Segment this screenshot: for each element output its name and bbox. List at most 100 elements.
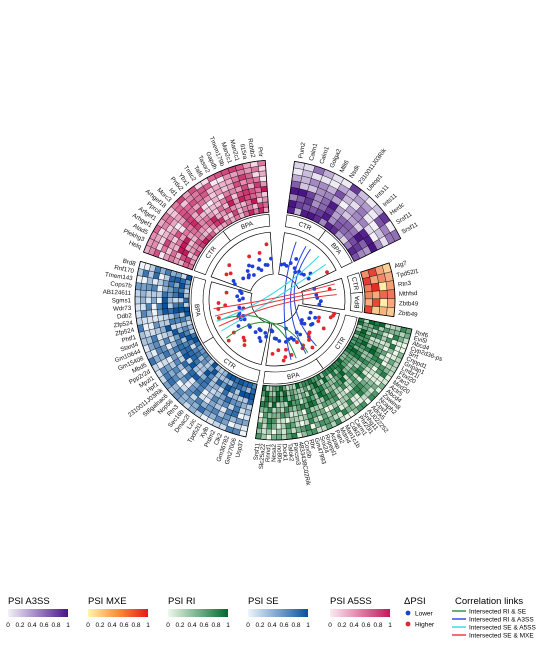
delta-psi-higher-dot: [307, 338, 311, 342]
heatmap-sector-mxe: [360, 262, 396, 318]
legend-links-title: Correlation links: [455, 596, 523, 607]
delta-psi-lower-dot: [294, 257, 299, 261]
legend-tick-label: 0.4: [267, 622, 276, 629]
gene-label: Rnf6: [414, 330, 429, 340]
heatmap-cell: [140, 296, 147, 304]
heatmap-cell: [271, 401, 277, 408]
delta-psi-higher-dot: [241, 335, 246, 340]
heatmap-cell: [276, 412, 281, 419]
delta-psi-higher-dot: [223, 303, 228, 308]
heatmap-cell: [178, 307, 185, 313]
delta-psi-lower-dot: [241, 276, 246, 281]
delta-psi-higher-dot: [281, 358, 286, 363]
heatmap-cell: [258, 170, 267, 177]
delta-psi-lower-dot: [298, 332, 303, 337]
legend-a3ss-title: PSI A3SS: [8, 596, 50, 607]
gene-label: Tafok2: [286, 443, 295, 462]
heatmap-cell: [140, 303, 147, 311]
heatmap-cell: [261, 191, 268, 198]
delta-psi-higher-dot: [228, 271, 233, 276]
delta-psi-lower-dot: [272, 336, 277, 341]
gene-label: Slc25a22: [258, 443, 267, 470]
heatmap-cell: [145, 303, 152, 311]
heatmap-cell: [161, 297, 168, 304]
delta-psi-track: [208, 231, 346, 367]
gene-label: Rnf170: [114, 264, 135, 275]
gene-label: Rtn3: [398, 280, 412, 289]
gene-label: Srsf11: [253, 442, 262, 461]
heatmap-sector-border: [134, 260, 258, 438]
heatmap-cell: [146, 309, 153, 318]
heatmap-cell: [275, 401, 281, 408]
delta-psi-higher-dot: [328, 315, 333, 320]
delta-psi-higher-dot: [264, 242, 269, 247]
heatmap-cell: [268, 396, 273, 403]
heatmap-cell: [178, 292, 185, 299]
delta-psi-lower-dot: [309, 322, 313, 327]
legend-mxe-colorbar: [88, 609, 148, 617]
heatmap-cell: [372, 298, 381, 307]
delta-psi-lower-dot: [232, 282, 237, 287]
heatmap-sector-border: [286, 160, 402, 262]
heatmap-cell: [267, 407, 273, 414]
legend-tick-label: 0.2: [337, 622, 346, 629]
heatmap-cell: [151, 284, 158, 292]
heatmap-sector-border: [360, 262, 396, 318]
legend-tick-label: 0.4: [187, 622, 196, 629]
legend-link-se-mxe: Intersected SE & MXE: [469, 632, 534, 639]
delta-psi-lower-dot: [263, 330, 268, 335]
heatmap-cell: [275, 391, 280, 397]
heatmap-cell: [288, 411, 295, 418]
delta-psi-lower-dot: [265, 263, 270, 267]
heatmap-cell: [263, 206, 270, 213]
heatmap-cell: [134, 289, 141, 298]
heatmap-cell: [284, 406, 290, 413]
heatmap-cell: [156, 291, 163, 298]
gene-label: Rcbtb2: [246, 138, 256, 159]
legend-higher-dot: [405, 621, 411, 627]
heatmap-cell: [178, 287, 185, 294]
legend-tick-label: 0.8: [131, 622, 140, 629]
correlation-link: [218, 294, 337, 327]
legend-tick-label: 0.2: [95, 622, 104, 629]
heatmap-cell: [283, 401, 289, 408]
delta-psi-higher-dot: [242, 338, 247, 343]
heatmap-cell: [172, 302, 179, 309]
heatmap-cell: [282, 385, 287, 392]
delta-psi-lower-dot: [257, 327, 262, 332]
delta-psi-higher-dot: [325, 270, 329, 275]
heatmap-cell: [263, 406, 269, 413]
legend-tick-label: 0.4: [27, 622, 36, 629]
delta-psi-higher-dot: [316, 319, 321, 324]
heatmap-cell: [282, 390, 288, 397]
gene-label: Wdr73: [113, 305, 132, 313]
heatmap-cell: [257, 202, 264, 209]
delta-psi-lower-dot: [235, 294, 240, 299]
heatmap-cell: [280, 412, 286, 419]
heatmap-cell: [379, 290, 388, 299]
heatmap-cell: [172, 297, 179, 304]
legend-tick-label: 1: [66, 622, 70, 629]
heatmap-cell: [290, 427, 297, 434]
delta-psi-lower-dot: [264, 334, 269, 339]
heatmap-sector-border: [255, 317, 413, 441]
delta-psi-higher-dot: [224, 272, 229, 277]
delta-psi-lower-dot: [252, 273, 256, 277]
delta-psi-lower-dot: [258, 339, 263, 344]
correlation-links: [213, 241, 337, 361]
heatmap-cell: [272, 385, 277, 392]
correlation-link: [293, 248, 317, 347]
delta-psi-higher-dot: [216, 301, 221, 305]
gene-label: Zfp524: [113, 319, 134, 329]
heatmap-cell: [272, 396, 277, 403]
legend-tick-label: 0: [246, 622, 250, 629]
delta-psi-lower-dot: [253, 330, 258, 335]
heatmap-cell: [145, 283, 153, 292]
delta-psi-lower-dot: [241, 296, 245, 301]
correlation-link: [213, 283, 336, 310]
heatmap-cell: [268, 385, 273, 392]
heatmap-cell: [134, 296, 141, 305]
heatmap-cell: [378, 281, 388, 292]
group-band: [262, 358, 324, 385]
gene-label: Mthfsd: [399, 290, 418, 298]
